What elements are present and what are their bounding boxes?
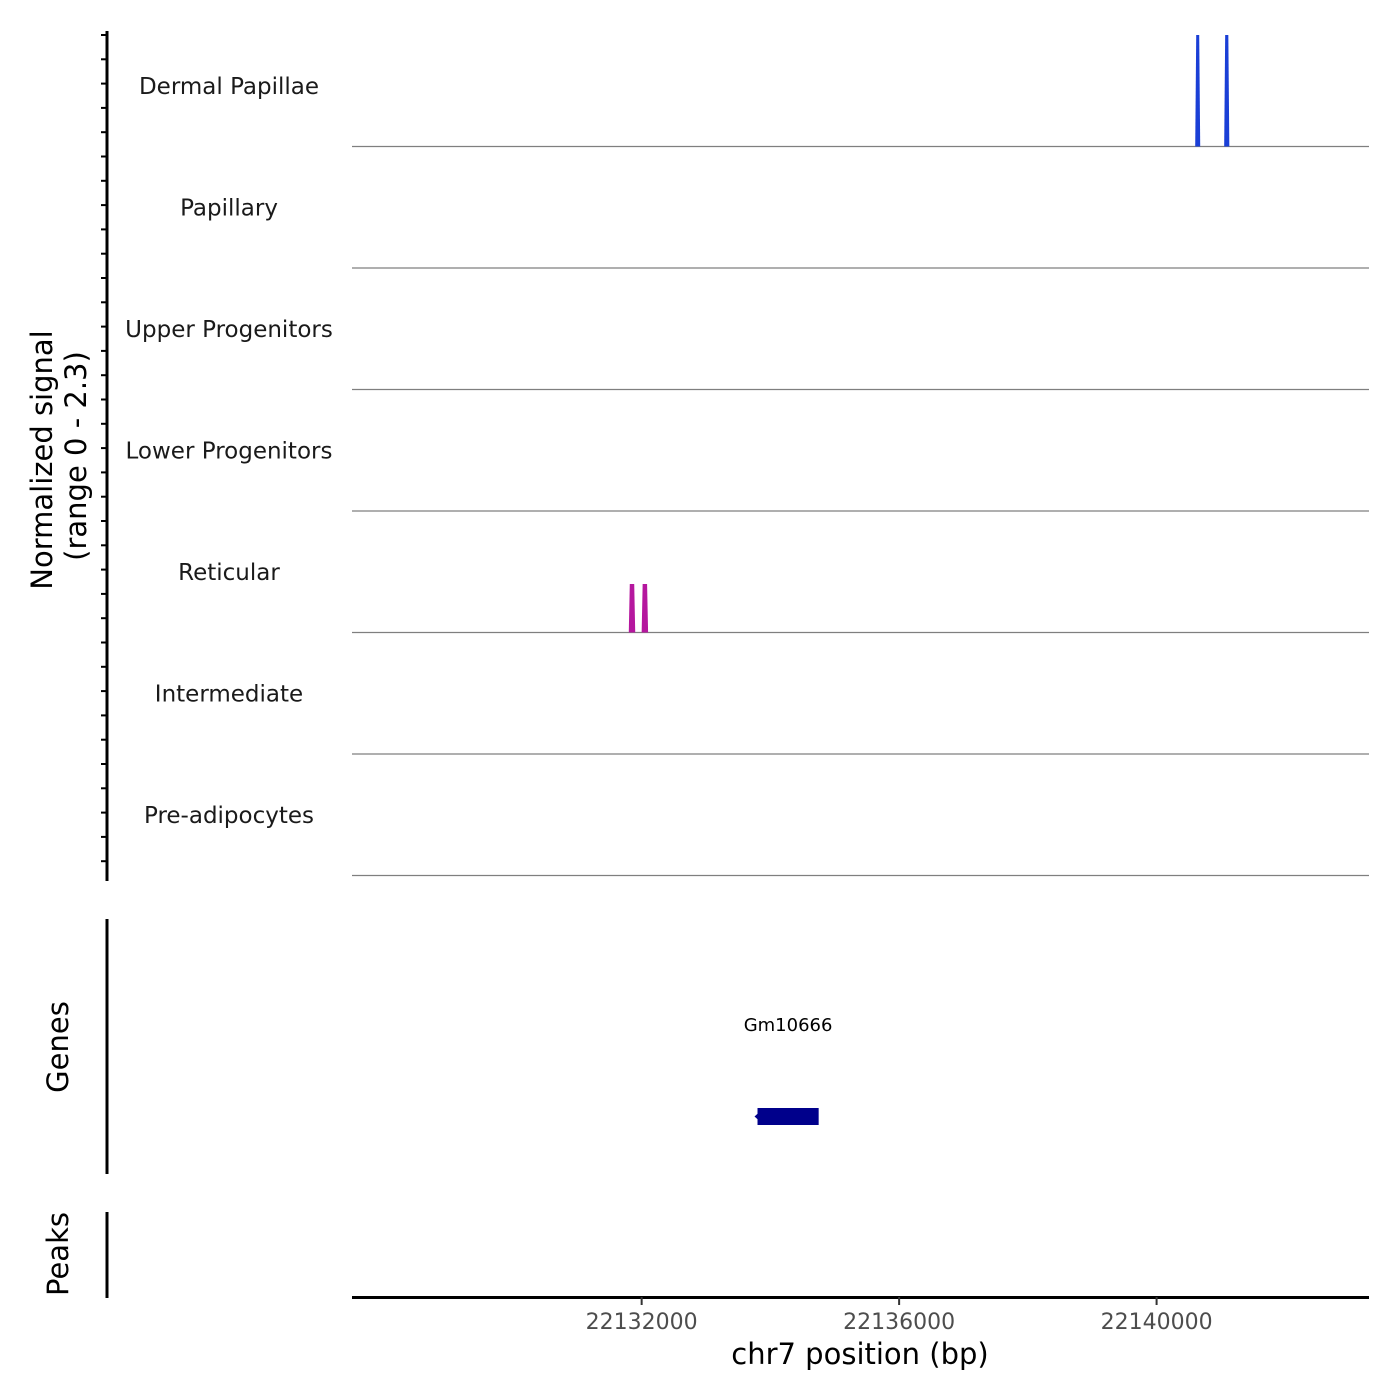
- coverage-y-axis: [101, 31, 109, 881]
- gene-body-gm10666: [757, 1108, 819, 1125]
- track-label-intermediate: Intermediate: [155, 681, 303, 707]
- coverage-y-title-line1: Normalized signal: [25, 330, 59, 589]
- x-tick-label: 22132000: [586, 1310, 698, 1335]
- track-label-dermal-papillae: Dermal Papillae: [139, 74, 319, 100]
- coverage-tracks: Dermal Papillae Papillary Upper Progenitor…: [125, 35, 1369, 877]
- track-label-pre-adipocytes: Pre-adipocytes: [144, 803, 314, 829]
- x-axis-ticks: 22132000 22136000 22140000: [586, 1297, 1213, 1335]
- coverage-y-title-line2: (range 0 - 2.3): [59, 351, 93, 561]
- track-label-lower-progenitors: Lower Progenitors: [126, 438, 333, 464]
- signal-peak-reticular-2: [641, 584, 649, 633]
- peaks-y-title: Peaks: [41, 1212, 75, 1296]
- genes-y-title: Genes: [41, 1001, 75, 1093]
- track-label-upper-progenitors: Upper Progenitors: [125, 317, 333, 343]
- gene-strand-arrow: [754, 1112, 760, 1121]
- coverage-y-ticks: [101, 34, 107, 863]
- gene-label-gm10666: Gm10666: [744, 1015, 833, 1036]
- x-tick-label: 22136000: [843, 1310, 955, 1335]
- x-axis-title: chr7 position (bp): [731, 1337, 988, 1371]
- track-label-papillary: Papillary: [180, 195, 278, 221]
- genes-track: Gm10666: [744, 1015, 833, 1125]
- x-tick-label: 22140000: [1101, 1310, 1213, 1335]
- signal-peak-reticular-1: [628, 584, 636, 633]
- signal-peak-dermal-papillae-1: [1195, 35, 1201, 147]
- signal-peak-dermal-papillae-2: [1224, 35, 1230, 147]
- track-label-reticular: Reticular: [178, 560, 280, 586]
